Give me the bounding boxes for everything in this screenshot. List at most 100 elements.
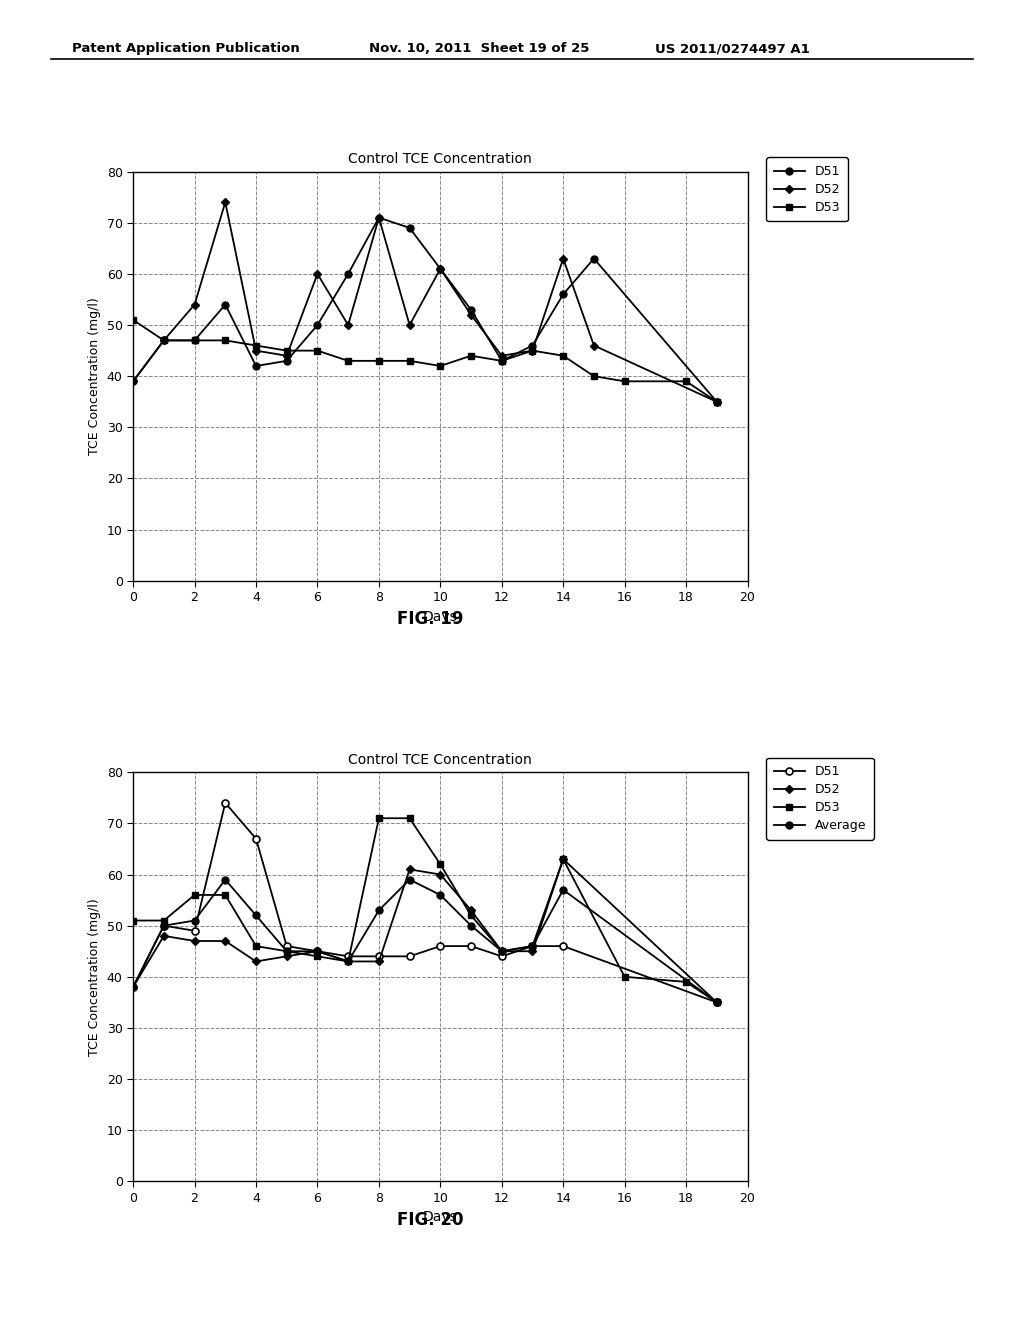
- Line: D52: D52: [130, 199, 720, 404]
- D52: [434, 261, 446, 277]
- D53: [311, 948, 324, 964]
- D51: [188, 333, 201, 348]
- Line: D53: D53: [130, 816, 720, 1005]
- Text: FIG. 19: FIG. 19: [397, 610, 463, 628]
- D51: [403, 948, 416, 964]
- D52: [250, 343, 262, 359]
- D51: [250, 358, 262, 374]
- D53: [618, 374, 631, 389]
- D53: [219, 333, 231, 348]
- D52: [526, 343, 539, 359]
- Line: D52: D52: [130, 857, 720, 1005]
- D53: [526, 343, 539, 359]
- Text: Patent Application Publication: Patent Application Publication: [72, 42, 299, 55]
- D51: [588, 251, 600, 267]
- D53: [127, 912, 139, 928]
- D51: [403, 220, 416, 236]
- D53: [711, 393, 723, 409]
- D53: [526, 939, 539, 954]
- D51: [434, 939, 446, 954]
- D51: [311, 317, 324, 333]
- Title: Control TCE Concentration: Control TCE Concentration: [348, 752, 532, 767]
- Average: [496, 944, 508, 960]
- D53: [281, 944, 293, 960]
- D52: [711, 994, 723, 1010]
- D51: [127, 979, 139, 995]
- D52: [434, 866, 446, 882]
- D53: [188, 333, 201, 348]
- D52: [158, 928, 170, 944]
- D53: [403, 352, 416, 368]
- Average: [281, 944, 293, 960]
- D53: [250, 338, 262, 354]
- D51: [526, 939, 539, 954]
- D52: [403, 317, 416, 333]
- D51: [158, 333, 170, 348]
- D53: [342, 352, 354, 368]
- D51: [557, 286, 569, 302]
- Text: FIG. 20: FIG. 20: [397, 1210, 463, 1229]
- D53: [557, 851, 569, 867]
- D51: [127, 374, 139, 389]
- D53: [434, 857, 446, 873]
- Average: [127, 979, 139, 995]
- D52: [711, 393, 723, 409]
- D52: [188, 933, 201, 949]
- Text: Nov. 10, 2011  Sheet 19 of 25: Nov. 10, 2011 Sheet 19 of 25: [369, 42, 589, 55]
- D53: [342, 953, 354, 969]
- Legend: D51, D52, D53: D51, D52, D53: [766, 157, 848, 222]
- Title: Control TCE Concentration: Control TCE Concentration: [348, 152, 532, 166]
- X-axis label: Days: Days: [423, 1210, 458, 1225]
- D52: [158, 333, 170, 348]
- Average: [188, 912, 201, 928]
- Average: [219, 871, 231, 887]
- D51: [158, 917, 170, 933]
- D52: [373, 953, 385, 969]
- D53: [311, 343, 324, 359]
- D52: [127, 979, 139, 995]
- Line: D51: D51: [130, 214, 720, 405]
- D53: [250, 939, 262, 954]
- D51: [465, 302, 477, 318]
- D52: [557, 251, 569, 267]
- Y-axis label: TCE Concentration (mg/l): TCE Concentration (mg/l): [88, 297, 101, 455]
- D52: [557, 851, 569, 867]
- D51: [281, 352, 293, 368]
- D51: [281, 939, 293, 954]
- D52: [403, 862, 416, 878]
- D53: [281, 343, 293, 359]
- D51: [711, 994, 723, 1010]
- D53: [188, 887, 201, 903]
- D53: [158, 333, 170, 348]
- D52: [311, 265, 324, 281]
- D52: [342, 317, 354, 333]
- Average: [403, 871, 416, 887]
- D51: [557, 939, 569, 954]
- D52: [311, 944, 324, 960]
- D51: [711, 393, 723, 409]
- Average: [434, 887, 446, 903]
- Legend: D51, D52, D53, Average: D51, D52, D53, Average: [766, 758, 873, 840]
- D51: [219, 795, 231, 810]
- Y-axis label: TCE Concentration (mg/l): TCE Concentration (mg/l): [88, 898, 101, 1056]
- D53: [588, 368, 600, 384]
- D53: [680, 974, 692, 990]
- D52: [588, 338, 600, 354]
- D53: [127, 312, 139, 327]
- Average: [557, 882, 569, 898]
- D53: [465, 347, 477, 363]
- D52: [219, 194, 231, 210]
- D52: [465, 306, 477, 322]
- D52: [526, 944, 539, 960]
- D53: [496, 352, 508, 368]
- D51: [373, 210, 385, 226]
- D51: [373, 948, 385, 964]
- D51: [311, 944, 324, 960]
- Average: [342, 953, 354, 969]
- Average: [465, 917, 477, 933]
- D52: [281, 347, 293, 363]
- D53: [403, 810, 416, 826]
- D53: [434, 358, 446, 374]
- D53: [373, 352, 385, 368]
- Average: [158, 917, 170, 933]
